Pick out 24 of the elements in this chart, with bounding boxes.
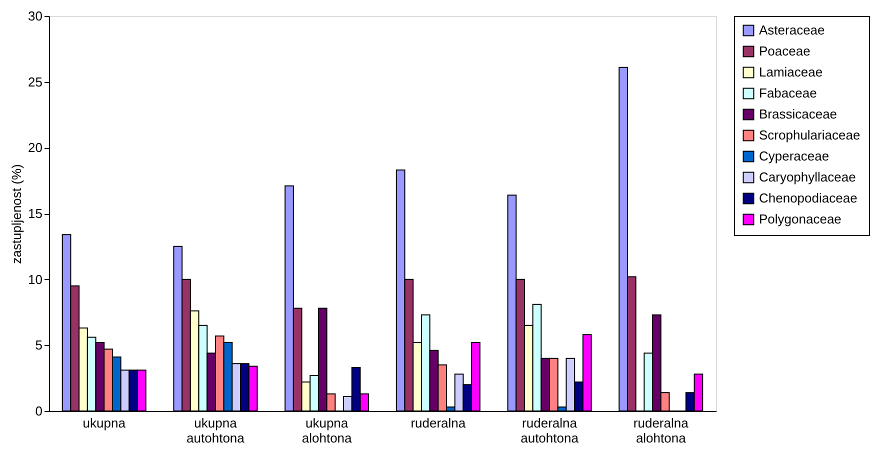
legend-label: Scrophulariaceae — [759, 128, 860, 142]
legend-label: Asteraceae — [759, 22, 825, 38]
y-tick-label: 0 — [35, 404, 42, 418]
y-axis-title: zastupljenost (%) — [9, 164, 24, 264]
x-tick-label: ukupna autohtona — [186, 416, 246, 446]
x-tick-label: ruderalna alohtona — [633, 416, 690, 446]
legend-label: Lamiaceae — [759, 64, 823, 80]
legend-label: Caryophyllaceae — [759, 170, 856, 184]
y-tick-label: 10 — [28, 272, 42, 287]
legend-label: Brassicaceae — [759, 106, 838, 122]
x-tick-label: ukupna alohtona — [302, 416, 353, 446]
y-tick-label: 20 — [28, 140, 42, 156]
x-tick-label: ukupna — [82, 416, 126, 430]
legend-label: Polygonaceae — [759, 212, 842, 226]
x-tick-label: ruderalna autohtona — [520, 416, 580, 446]
y-tick-label: 15 — [28, 206, 42, 221]
legend-label: Chenopodiaceae — [759, 190, 858, 206]
y-tick-label: 30 — [28, 8, 42, 24]
x-tick-label: ruderalna — [410, 416, 466, 430]
y-tick-label: 25 — [28, 74, 42, 90]
legend-label: Poaceae — [759, 44, 810, 58]
y-tick-label: 5 — [35, 338, 42, 353]
legend-label: Cyperaceae — [759, 148, 830, 164]
legend-label: Fabaceae — [759, 86, 817, 100]
